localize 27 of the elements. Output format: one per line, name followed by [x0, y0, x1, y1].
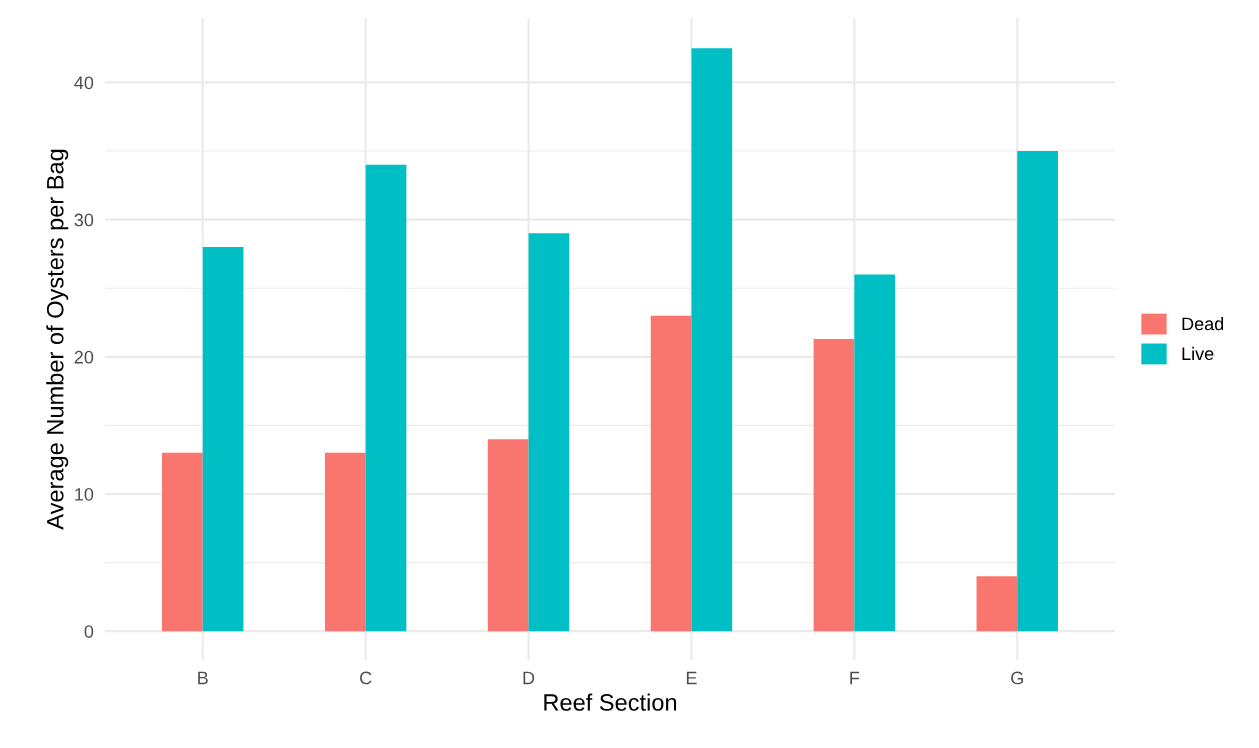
x-axis-title: Reef Section: [544, 693, 677, 711]
x-tick-label: F: [850, 671, 860, 685]
bar: [1017, 151, 1058, 632]
bar: [324, 452, 366, 632]
bar: [528, 233, 570, 632]
bar: [365, 164, 407, 632]
x-tick-label: G: [1011, 671, 1023, 685]
x-tick-label: C: [360, 671, 372, 685]
bar: [202, 247, 244, 632]
bar: [854, 274, 896, 632]
y-tick-label: 10: [75, 487, 94, 501]
bar: [813, 339, 855, 632]
y-tick-label: 20: [74, 350, 94, 364]
y-tick-label: 30: [74, 213, 94, 227]
bar: [650, 315, 692, 632]
legend-label: Live: [1182, 346, 1214, 361]
legend-label: Dead: [1182, 316, 1224, 331]
x-tick-label: E: [686, 671, 697, 685]
y-axis-title: Average Number of Oysters per Bag: [46, 149, 69, 530]
bar: [487, 439, 529, 632]
bar: [691, 48, 733, 632]
bar: [976, 576, 1018, 632]
y-tick-label: 0: [84, 625, 94, 638]
bar: [162, 452, 203, 632]
y-tick-label: 40: [74, 76, 94, 90]
x-tick-label: B: [198, 671, 208, 685]
x-tick-label: D: [523, 671, 535, 685]
